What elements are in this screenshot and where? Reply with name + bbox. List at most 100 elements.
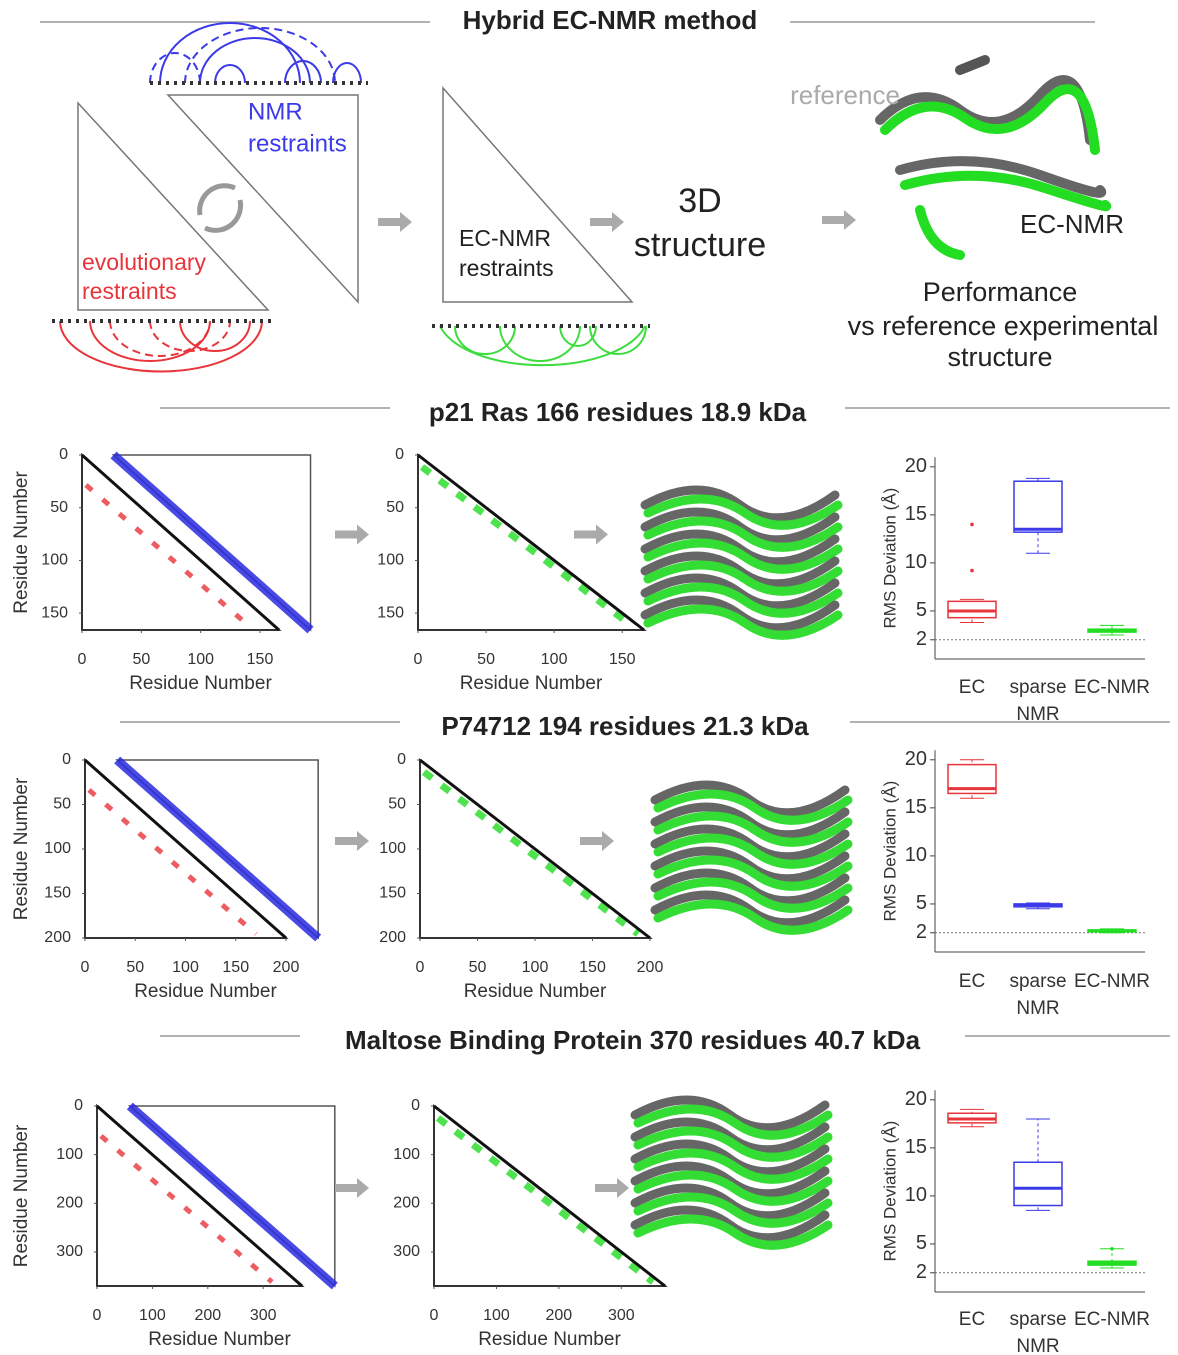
x-tick-label: 150 — [247, 651, 274, 668]
category-label: EC — [959, 677, 985, 698]
x-tick-label: 50 — [126, 959, 144, 976]
evo-band — [84, 483, 251, 628]
y-tick-label: 200 — [393, 1195, 420, 1212]
ribbon — [643, 494, 843, 530]
y-tick-label: 10 — [905, 844, 927, 866]
ribbon — [633, 1148, 833, 1184]
x-tick-label: 150 — [222, 959, 249, 976]
y-tick-label: 15 — [905, 796, 927, 818]
outlier — [970, 522, 974, 527]
y-tick-label: 50 — [386, 499, 404, 516]
ribbon — [643, 516, 843, 552]
diagonal — [433, 1104, 666, 1288]
x-tick-label: 100 — [541, 651, 568, 668]
y-tick-label: 50 — [388, 796, 406, 813]
category-label: EC-NMR — [1074, 677, 1150, 698]
nmr-chain — [149, 22, 368, 85]
y-tick-label: 20 — [905, 455, 927, 477]
x-tick-label: 0 — [78, 651, 87, 668]
category-label: EC-NMR — [1074, 971, 1150, 992]
ribbon — [643, 560, 843, 596]
x-tick-label: 200 — [273, 959, 300, 976]
arrow — [580, 831, 614, 851]
ribbon — [643, 604, 843, 640]
nmr-band — [126, 1102, 338, 1290]
category-label: EC-NMR — [1074, 1309, 1150, 1330]
y-tick-label: 100 — [44, 840, 71, 857]
performance-label: Performance — [923, 277, 1078, 307]
y-axis-label: Residue Number — [11, 1124, 32, 1267]
category-label: sparse NMR — [1009, 677, 1066, 725]
panel-title: Maltose Binding Protein 370 residues 40.… — [345, 1025, 921, 1055]
y-axis-label: RMS Deviation (Å) — [880, 488, 899, 629]
x-tick-label: 0 — [416, 959, 425, 976]
x-tick-label: 100 — [187, 651, 214, 668]
y-tick-label: 5 — [916, 1232, 927, 1254]
category-label: EC — [959, 1309, 985, 1330]
x-axis-label: Residue Number — [148, 1329, 291, 1350]
cycle-arrows — [197, 183, 244, 233]
ecnmr-label: restraints — [459, 255, 554, 281]
x-tick-label: 200 — [637, 959, 664, 976]
x-tick-label: 50 — [469, 959, 487, 976]
x-tick-label: 150 — [579, 959, 606, 976]
x-tick-label: 300 — [608, 1307, 635, 1324]
evo-label: restraints — [82, 278, 177, 304]
y-tick-label: 200 — [379, 929, 406, 946]
ribbon — [633, 1192, 833, 1228]
nmr-band — [110, 451, 314, 634]
y-axis-label: Residue Number — [11, 471, 32, 614]
y-tick-label: 0 — [59, 446, 68, 463]
box — [1013, 1161, 1063, 1207]
diagonal — [419, 758, 651, 940]
ecnmr-structure-label: EC-NMR — [1020, 209, 1124, 239]
y-tick-label: 100 — [393, 1146, 420, 1163]
x-tick-label: 100 — [172, 959, 199, 976]
y-tick-label: 0 — [74, 1097, 83, 1114]
arrow — [574, 524, 608, 545]
ribbon — [653, 877, 853, 913]
ribbon — [653, 855, 853, 891]
nmr-label: restraints — [248, 130, 347, 157]
y-tick-label: 300 — [393, 1243, 420, 1260]
panel-title: p21 Ras 166 residues 18.9 kDa — [429, 397, 807, 427]
triangle — [442, 86, 634, 303]
performance-label: vs reference experimental — [848, 311, 1159, 341]
category-label: EC — [958, 971, 986, 992]
evo-band — [87, 788, 258, 936]
y-tick-label: 100 — [377, 552, 404, 569]
x-tick-label: 150 — [609, 651, 636, 668]
nmr-band — [114, 756, 322, 942]
ecnmr-band — [421, 769, 641, 937]
arrow — [335, 831, 369, 851]
y-tick-label: 50 — [50, 499, 68, 516]
evo-band — [99, 1134, 274, 1284]
performance-label: structure — [947, 342, 1052, 372]
y-tick-label: 300 — [56, 1243, 83, 1260]
arrow — [595, 1178, 629, 1198]
ecnmr-label: EC-NMR — [459, 225, 551, 251]
ribbon — [643, 582, 843, 618]
x-axis-label: Residue Number — [464, 981, 607, 1002]
arrow — [590, 212, 624, 232]
y-tick-label: 10 — [905, 1184, 927, 1206]
y-tick-label: 0 — [62, 751, 71, 768]
category-label: EC — [958, 971, 986, 992]
arrow — [335, 524, 369, 545]
category-label: EC-NMR — [1074, 1309, 1150, 1330]
y-tick-label: 150 — [379, 885, 406, 902]
outlier — [1110, 1246, 1114, 1251]
diagonal — [84, 758, 287, 940]
box — [1013, 480, 1063, 533]
y-tick-label: 2 — [916, 628, 927, 650]
y-tick-label: 5 — [916, 892, 927, 914]
category-label: EC-NMR — [1074, 677, 1150, 698]
structure-label: 3D — [678, 182, 721, 220]
y-tick-label: 5 — [916, 599, 927, 621]
ribbon — [633, 1170, 833, 1206]
x-tick-label: 200 — [194, 1307, 221, 1324]
x-tick-label: 0 — [93, 1307, 102, 1324]
x-tick-label: 200 — [546, 1307, 573, 1324]
protein-structure — [875, 55, 1112, 260]
